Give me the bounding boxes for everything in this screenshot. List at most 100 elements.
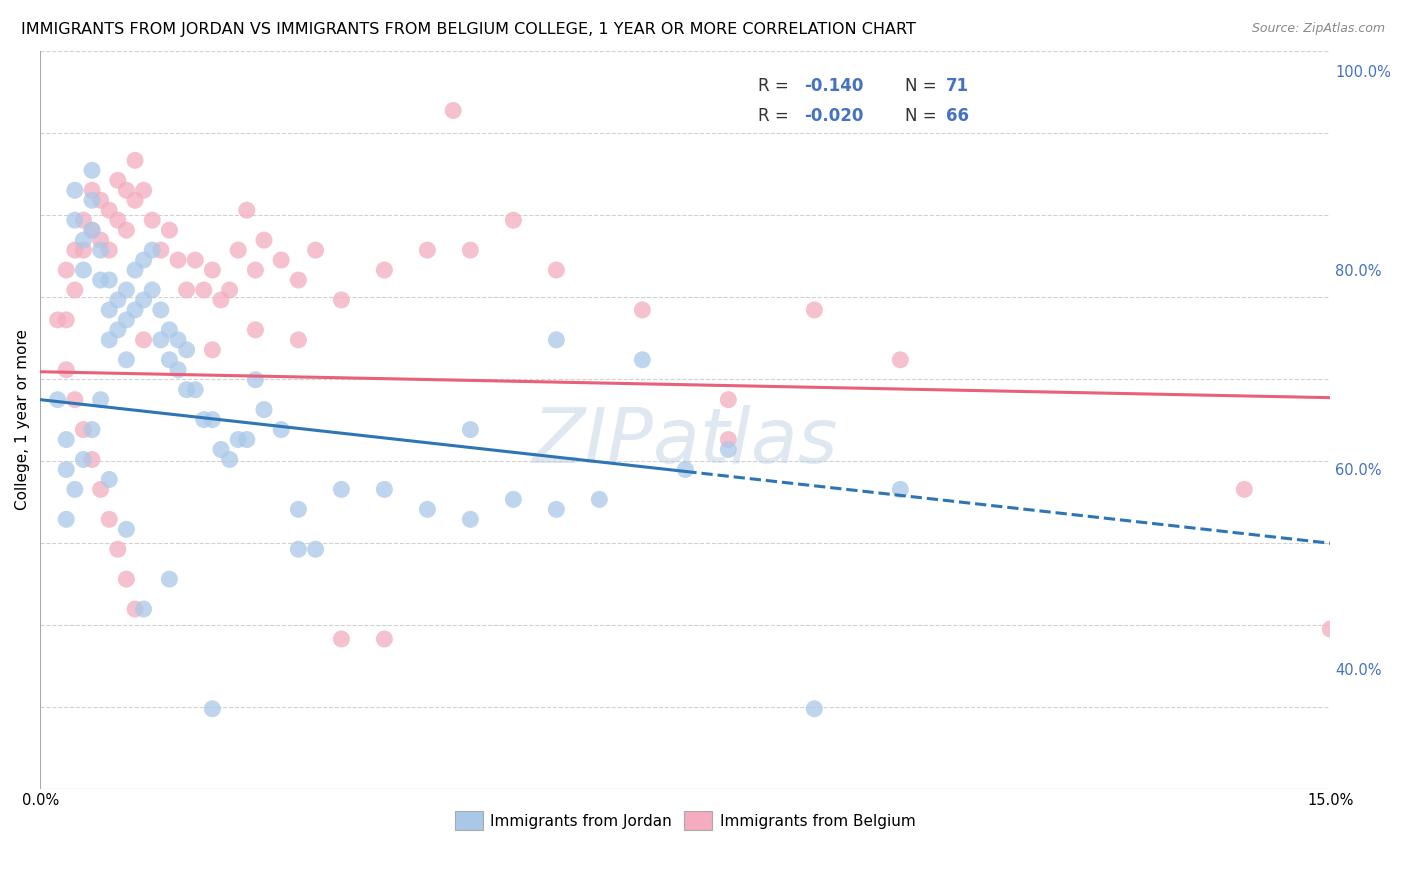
Point <box>373 483 395 497</box>
Point <box>226 243 249 257</box>
Point <box>631 302 654 317</box>
Point <box>80 223 103 237</box>
Point <box>157 323 180 337</box>
Point <box>115 352 138 367</box>
Point <box>72 263 94 277</box>
Text: N =: N = <box>904 78 942 95</box>
Point <box>80 163 103 178</box>
Point <box>124 263 146 277</box>
Point <box>167 253 190 268</box>
Point <box>55 512 77 526</box>
Point <box>115 313 138 327</box>
Point <box>63 283 86 297</box>
Point <box>176 343 198 357</box>
Point <box>80 223 103 237</box>
Point <box>546 502 568 516</box>
Point <box>98 243 121 257</box>
Point <box>55 263 77 277</box>
Point <box>46 392 69 407</box>
Point <box>72 233 94 247</box>
Point <box>141 213 163 227</box>
Point <box>80 423 103 437</box>
Point <box>330 293 353 307</box>
Point <box>889 483 911 497</box>
Point <box>270 253 292 268</box>
Point <box>502 492 524 507</box>
Point <box>132 602 155 616</box>
Point <box>218 452 240 467</box>
Point <box>588 492 610 507</box>
Point <box>98 302 121 317</box>
Point <box>63 483 86 497</box>
Point <box>98 512 121 526</box>
Point <box>107 213 129 227</box>
Point <box>124 302 146 317</box>
Point <box>218 283 240 297</box>
Point <box>201 343 224 357</box>
Point <box>132 253 155 268</box>
Point <box>193 412 215 426</box>
Point <box>167 363 190 377</box>
Point <box>253 233 276 247</box>
Point <box>46 313 69 327</box>
Text: 66: 66 <box>946 107 969 125</box>
Point <box>55 433 77 447</box>
Point <box>63 243 86 257</box>
Point <box>889 352 911 367</box>
Point <box>98 472 121 486</box>
Text: ZIPatlas: ZIPatlas <box>533 405 838 479</box>
Point <box>115 223 138 237</box>
Point <box>176 283 198 297</box>
Point <box>502 213 524 227</box>
Point <box>330 483 353 497</box>
Point <box>184 383 207 397</box>
Point <box>546 263 568 277</box>
Point <box>80 193 103 207</box>
Point <box>460 512 482 526</box>
Point <box>167 333 190 347</box>
Point <box>115 522 138 536</box>
Point <box>157 223 180 237</box>
Point <box>176 383 198 397</box>
Point <box>124 602 146 616</box>
Point <box>631 352 654 367</box>
Point <box>157 572 180 586</box>
Point <box>107 173 129 187</box>
Point <box>184 253 207 268</box>
Point <box>287 333 309 347</box>
Point <box>107 323 129 337</box>
Point <box>373 263 395 277</box>
Point <box>132 293 155 307</box>
Point <box>55 363 77 377</box>
Point <box>90 193 112 207</box>
Point <box>287 542 309 557</box>
Point <box>90 392 112 407</box>
Point <box>132 333 155 347</box>
Point <box>124 153 146 168</box>
Point <box>245 373 267 387</box>
Point <box>115 283 138 297</box>
Point <box>63 392 86 407</box>
Point <box>107 542 129 557</box>
Point <box>63 183 86 197</box>
Text: Source: ZipAtlas.com: Source: ZipAtlas.com <box>1251 22 1385 36</box>
Point <box>80 183 103 197</box>
Point <box>330 632 353 646</box>
Point <box>1319 622 1341 636</box>
Text: IMMIGRANTS FROM JORDAN VS IMMIGRANTS FROM BELGIUM COLLEGE, 1 YEAR OR MORE CORREL: IMMIGRANTS FROM JORDAN VS IMMIGRANTS FRO… <box>21 22 915 37</box>
Point <box>72 213 94 227</box>
Point <box>157 352 180 367</box>
Point <box>141 243 163 257</box>
Legend: Immigrants from Jordan, Immigrants from Belgium: Immigrants from Jordan, Immigrants from … <box>450 805 921 836</box>
Point <box>193 283 215 297</box>
Point <box>673 462 696 476</box>
Point <box>373 632 395 646</box>
Point <box>253 402 276 417</box>
Point <box>460 243 482 257</box>
Point <box>98 333 121 347</box>
Point <box>55 313 77 327</box>
Point <box>98 273 121 287</box>
Point <box>270 423 292 437</box>
Text: -0.140: -0.140 <box>804 78 863 95</box>
Text: -0.020: -0.020 <box>804 107 863 125</box>
